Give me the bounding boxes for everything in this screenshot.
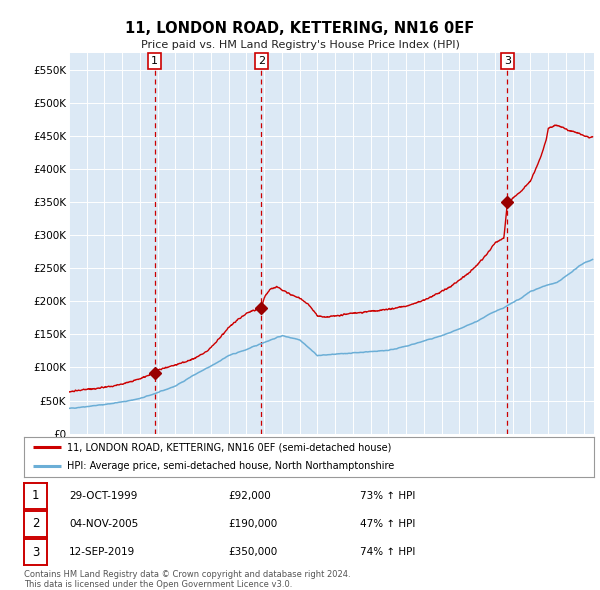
Text: 73% ↑ HPI: 73% ↑ HPI [360,491,415,500]
Text: 11, LONDON ROAD, KETTERING, NN16 0EF (semi-detached house): 11, LONDON ROAD, KETTERING, NN16 0EF (se… [67,442,391,453]
Text: 29-OCT-1999: 29-OCT-1999 [69,491,137,500]
Text: 12-SEP-2019: 12-SEP-2019 [69,548,135,557]
Text: 74% ↑ HPI: 74% ↑ HPI [360,548,415,557]
Text: 2: 2 [32,517,39,530]
Text: 1: 1 [151,56,158,66]
Text: £92,000: £92,000 [228,491,271,500]
Text: Price paid vs. HM Land Registry's House Price Index (HPI): Price paid vs. HM Land Registry's House … [140,40,460,50]
Text: 3: 3 [32,546,39,559]
Text: 47% ↑ HPI: 47% ↑ HPI [360,519,415,529]
Text: HPI: Average price, semi-detached house, North Northamptonshire: HPI: Average price, semi-detached house,… [67,461,394,471]
Text: 04-NOV-2005: 04-NOV-2005 [69,519,138,529]
Text: 3: 3 [504,56,511,66]
Text: £190,000: £190,000 [228,519,277,529]
Text: This data is licensed under the Open Government Licence v3.0.: This data is licensed under the Open Gov… [24,579,292,589]
Text: 2: 2 [258,56,265,66]
Text: 1: 1 [32,489,39,502]
Text: 11, LONDON ROAD, KETTERING, NN16 0EF: 11, LONDON ROAD, KETTERING, NN16 0EF [125,21,475,35]
Text: Contains HM Land Registry data © Crown copyright and database right 2024.: Contains HM Land Registry data © Crown c… [24,569,350,579]
Text: £350,000: £350,000 [228,548,277,557]
